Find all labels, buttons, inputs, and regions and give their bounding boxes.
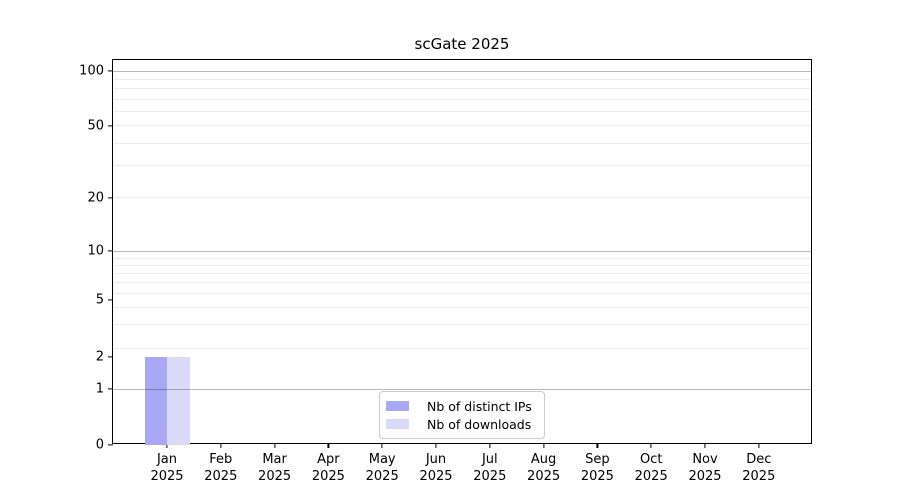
x-tick-month: Dec bbox=[746, 452, 772, 467]
minor-gridline bbox=[113, 348, 811, 349]
x-tick-year: 2025 bbox=[742, 468, 776, 484]
x-tick-year: 2025 bbox=[473, 468, 507, 484]
x-axis-tick-label: Nov 2025 bbox=[688, 452, 721, 485]
x-tick-year: 2025 bbox=[204, 468, 238, 484]
x-axis-tick-label: Apr 2025 bbox=[312, 452, 345, 485]
y-axis-tick-label: 100 bbox=[79, 63, 104, 79]
x-tick-mark bbox=[381, 443, 383, 448]
minor-gridline bbox=[113, 307, 811, 308]
x-tick-year: 2025 bbox=[365, 468, 399, 484]
y-axis-tick-label: 10 bbox=[87, 243, 104, 259]
major-gridline bbox=[113, 71, 811, 72]
legend-item: Nb of distinct IPs bbox=[386, 399, 538, 414]
y-tick-mark bbox=[108, 125, 113, 127]
minor-gridline bbox=[113, 197, 811, 198]
x-axis-tick-label: Aug 2025 bbox=[527, 452, 560, 485]
x-axis-tick-label: Jul 2025 bbox=[473, 452, 506, 485]
x-tick-year: 2025 bbox=[150, 468, 184, 484]
chart-title: scGate 2025 bbox=[414, 35, 510, 53]
x-tick-mark bbox=[758, 443, 760, 448]
x-axis-tick-label: Oct 2025 bbox=[635, 452, 668, 485]
minor-gridline bbox=[113, 111, 811, 112]
legend-swatch bbox=[386, 401, 409, 411]
x-tick-month: May bbox=[368, 452, 396, 467]
x-tick-mark bbox=[489, 443, 491, 448]
x-tick-mark bbox=[220, 443, 222, 448]
x-tick-year: 2025 bbox=[311, 468, 345, 484]
x-axis-tick-label: Jun 2025 bbox=[419, 452, 452, 485]
bar-downloads bbox=[167, 357, 190, 445]
y-tick-mark bbox=[108, 388, 113, 390]
x-tick-month: Jul bbox=[481, 452, 498, 467]
minor-gridline bbox=[113, 125, 811, 126]
x-tick-year: 2025 bbox=[688, 468, 722, 484]
x-tick-month: Apr bbox=[317, 452, 340, 467]
y-axis-tick-label: 0 bbox=[95, 437, 104, 453]
y-axis-tick-label: 2 bbox=[95, 349, 104, 365]
x-tick-month: Jan bbox=[156, 452, 178, 467]
minor-gridline bbox=[113, 265, 811, 266]
x-axis-tick-label: Jan 2025 bbox=[150, 452, 183, 485]
x-tick-mark bbox=[596, 443, 598, 448]
minor-gridline bbox=[113, 99, 811, 100]
legend-item: Nb of downloads bbox=[386, 417, 538, 432]
minor-gridline bbox=[113, 324, 811, 325]
x-tick-year: 2025 bbox=[634, 468, 668, 484]
x-tick-month: Oct bbox=[639, 452, 663, 467]
x-tick-mark bbox=[327, 443, 329, 448]
legend-label: Nb of downloads bbox=[427, 416, 532, 432]
y-tick-mark bbox=[108, 197, 113, 199]
minor-gridline bbox=[113, 273, 811, 274]
x-axis-tick-label: Feb 2025 bbox=[204, 452, 237, 485]
minor-gridline bbox=[113, 88, 811, 89]
x-axis-tick-label: Sep 2025 bbox=[581, 452, 614, 485]
x-axis-tick-label: May 2025 bbox=[366, 452, 399, 485]
minor-gridline bbox=[113, 293, 811, 294]
x-tick-month: Aug bbox=[530, 452, 557, 467]
x-tick-month: Feb bbox=[209, 452, 233, 467]
x-axis-tick-label: Dec 2025 bbox=[742, 452, 775, 485]
major-gridline bbox=[113, 389, 811, 390]
legend-swatch bbox=[386, 419, 409, 429]
x-tick-month: Jun bbox=[425, 452, 447, 467]
y-axis-tick-label: 5 bbox=[95, 292, 104, 308]
legend-label: Nb of distinct IPs bbox=[427, 398, 532, 414]
y-tick-mark bbox=[108, 444, 113, 446]
x-tick-month: Nov bbox=[692, 452, 718, 467]
y-tick-mark bbox=[108, 356, 113, 358]
x-tick-year: 2025 bbox=[419, 468, 453, 484]
x-tick-mark bbox=[166, 443, 168, 448]
y-axis-tick-label: 20 bbox=[87, 190, 104, 206]
y-axis-tick-label: 1 bbox=[95, 381, 104, 397]
x-tick-month: Sep bbox=[585, 452, 610, 467]
y-tick-mark bbox=[108, 250, 113, 252]
x-tick-mark bbox=[543, 443, 545, 448]
plot-area: 100 50 20 10 5 2 1 0 Jan 2025 Feb 2025 Mar 2025 Apr 20… bbox=[79, 59, 812, 484]
minor-gridline bbox=[113, 165, 811, 166]
y-tick-mark bbox=[108, 299, 113, 301]
bar-distinct-ips bbox=[144, 357, 167, 445]
x-tick-mark bbox=[274, 443, 276, 448]
x-tick-mark bbox=[435, 443, 437, 448]
minor-gridline bbox=[113, 143, 811, 144]
x-tick-year: 2025 bbox=[580, 468, 614, 484]
x-tick-year: 2025 bbox=[527, 468, 561, 484]
minor-gridline bbox=[113, 282, 811, 283]
x-axis-tick-label: Mar 2025 bbox=[258, 452, 291, 485]
x-tick-year: 2025 bbox=[258, 468, 292, 484]
minor-gridline bbox=[113, 79, 811, 80]
minor-gridline bbox=[113, 258, 811, 259]
major-gridline bbox=[113, 251, 811, 252]
x-tick-month: Mar bbox=[262, 452, 287, 467]
y-tick-mark bbox=[108, 70, 113, 72]
legend: Nb of distinct IPs Nb of downloads bbox=[379, 391, 545, 439]
x-tick-mark bbox=[704, 443, 706, 448]
y-axis-tick-label: 50 bbox=[87, 118, 104, 134]
x-tick-mark bbox=[650, 443, 652, 448]
